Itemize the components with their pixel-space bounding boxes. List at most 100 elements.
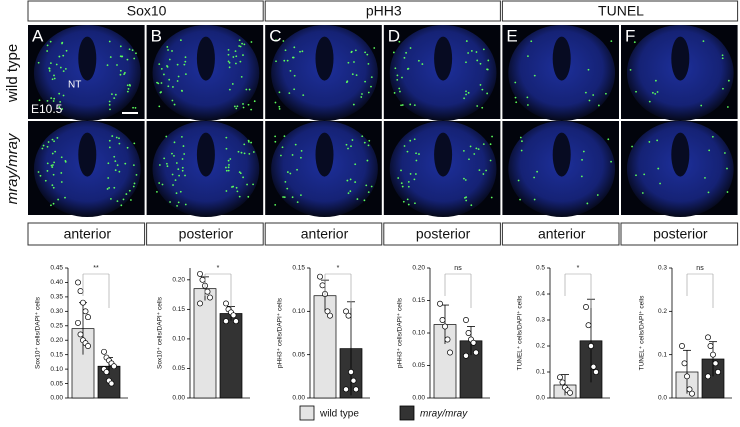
y-axis-label: TUNEL⁺ cells/DAPI⁺ cells (517, 295, 524, 371)
signal (172, 184, 174, 186)
data-point (590, 363, 597, 370)
signal (232, 185, 235, 188)
signal (526, 96, 529, 99)
signal (278, 91, 281, 94)
signal (347, 192, 350, 195)
signal (581, 158, 583, 161)
y-tick-label: 0.15 (292, 265, 305, 272)
data-point (348, 369, 354, 375)
y-tick-label: 0.00 (412, 395, 425, 402)
signal (421, 63, 424, 65)
y-tick-label: 0.1 (658, 351, 667, 358)
data-point (75, 279, 81, 286)
signal (182, 145, 185, 147)
signal (354, 49, 357, 52)
signal (641, 192, 644, 194)
signal (278, 105, 281, 108)
signal (64, 196, 66, 199)
signal (413, 104, 416, 107)
row-label: wild type (4, 44, 21, 103)
signal (238, 171, 241, 174)
y-tick-label: 0.15 (50, 351, 63, 358)
signal (370, 76, 373, 79)
data-point (345, 312, 352, 319)
signal (519, 198, 521, 201)
signal (115, 136, 118, 139)
signal (235, 107, 238, 110)
signal (163, 157, 166, 160)
signal (533, 74, 536, 77)
signal (415, 159, 418, 162)
signal (353, 61, 355, 63)
signal (476, 59, 479, 62)
signal (243, 143, 246, 146)
signal (228, 66, 231, 69)
signal (227, 53, 230, 56)
y-tick-label: 0.5 (536, 265, 545, 272)
signal (114, 169, 117, 172)
signal (126, 90, 129, 93)
signal (479, 62, 482, 65)
signal (354, 163, 357, 166)
signal (294, 143, 297, 146)
region-box (264, 222, 383, 246)
signal (247, 140, 250, 143)
panel-letter: A (32, 26, 44, 45)
signal (296, 168, 298, 171)
signal (184, 73, 187, 76)
signal (171, 50, 173, 52)
signal (160, 82, 163, 84)
signal (476, 105, 479, 107)
signal (727, 79, 730, 82)
signal (397, 177, 400, 179)
signal (402, 200, 405, 203)
data-point (223, 318, 229, 325)
signal (46, 44, 49, 47)
signal (227, 169, 230, 172)
signal (702, 40, 705, 43)
legend-label: mray/mray (420, 409, 468, 420)
data-point (705, 373, 711, 380)
signal (171, 173, 174, 176)
signal (113, 97, 116, 100)
data-point (684, 373, 690, 380)
signal (280, 154, 282, 157)
signal (228, 61, 231, 64)
signal (364, 80, 366, 83)
signal (490, 196, 493, 199)
signal (114, 160, 117, 163)
data-point (230, 312, 237, 319)
signal (225, 147, 228, 150)
signal (116, 200, 119, 203)
signal (235, 62, 237, 65)
signal (364, 51, 367, 54)
signal (345, 81, 348, 84)
signal (175, 192, 178, 195)
signal (108, 146, 111, 149)
row-label: mray/mray (4, 132, 21, 204)
signal (49, 40, 52, 43)
signal (403, 145, 406, 147)
signal (240, 76, 243, 78)
signal (401, 104, 404, 106)
signal (233, 105, 236, 108)
signal (107, 177, 110, 179)
signal (721, 54, 724, 57)
signal (485, 169, 488, 172)
signal (370, 185, 373, 188)
signal (239, 45, 242, 48)
signal (227, 49, 230, 51)
signal (227, 159, 230, 162)
data-point (101, 348, 107, 355)
signal (113, 186, 116, 189)
signal (415, 152, 417, 155)
signal (654, 79, 657, 82)
signal (648, 141, 651, 143)
signal (519, 136, 522, 139)
signal (51, 166, 54, 168)
signal (52, 186, 55, 189)
signal (515, 101, 518, 104)
signal (347, 147, 349, 150)
signal (465, 61, 467, 64)
data-point (327, 312, 333, 319)
